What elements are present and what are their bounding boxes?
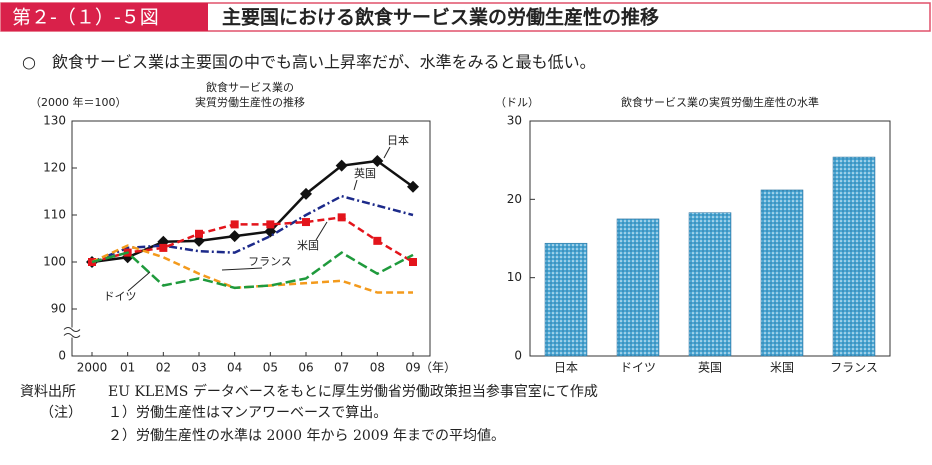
y-tick-label: 20 [507, 192, 522, 206]
chart-title: 飲食サービス業の実質労働生産性の水準 [621, 95, 819, 109]
leader-line [127, 271, 151, 292]
plot-frame [71, 120, 431, 357]
y-tick-label: 130 [43, 114, 66, 128]
x-tick-label: 日本 [554, 361, 578, 375]
x-tick-label: 07 [334, 361, 349, 375]
series-label: ドイツ [104, 290, 137, 303]
marker [335, 159, 348, 172]
chart-title: 飲食サービス業の [206, 80, 294, 94]
x-tick-label: 05 [263, 361, 278, 375]
marker [409, 258, 417, 266]
x-tick-label: 米国 [770, 361, 794, 375]
x-tick-label: 01 [120, 361, 135, 375]
leader-line [383, 146, 391, 159]
marker [266, 220, 275, 229]
marker [159, 243, 168, 252]
note: １）労働生産性はマンアワーベースで算出。 [108, 405, 387, 421]
x-tick-label: 08 [370, 361, 385, 375]
x-tick-label: 英国 [698, 361, 722, 375]
marker [195, 229, 203, 238]
marker [300, 187, 312, 200]
bar [832, 156, 876, 357]
header-title: 主要国における飲食サービス業の労働生産性の推移 [222, 6, 659, 29]
series-line [91, 194, 414, 264]
y-axis-label: （2000 年＝100） [30, 95, 127, 109]
x-tick-label: 06 [298, 361, 313, 375]
x-tick-label: 04 [227, 361, 242, 375]
series-line [91, 216, 414, 264]
y-tick-label: 30 [507, 114, 522, 128]
bar [760, 189, 804, 357]
marker [228, 230, 241, 243]
y-axis-label: （ドル） [495, 96, 539, 109]
header-label: 第２-（１）-５図 [12, 7, 159, 29]
source: EU KLEMS データベースをもとに厚生労働省労働政策担当参事官室にて作成 [108, 383, 598, 400]
chart-title: 実質労働生産性の推移 [195, 95, 305, 109]
series-label: 米国 [297, 239, 319, 252]
header-label-box [1, 3, 208, 31]
bar [616, 218, 660, 357]
note-label: （注） [40, 405, 82, 421]
x-tick-label: ドイツ [620, 361, 656, 375]
marker [337, 213, 346, 222]
note: ２）労働生産性の水準は 2000 年から 2009 年までの平均値。 [108, 428, 505, 444]
x-axis-label: （年） [420, 361, 456, 375]
axis-break [63, 327, 81, 332]
y-tick-label: 10 [507, 270, 522, 284]
source-label: 資料出所 [20, 384, 76, 400]
marker [193, 234, 205, 247]
leader-line [315, 221, 328, 241]
marker [302, 218, 310, 227]
x-tick-label: 03 [191, 361, 206, 375]
y-tick-label: 110 [43, 208, 66, 222]
y-tick-label: 0 [514, 349, 522, 363]
axis-break [63, 333, 81, 338]
bar [544, 242, 588, 357]
leader-line [221, 267, 263, 271]
y-tick-label: 90 [51, 302, 66, 316]
marker [373, 236, 382, 245]
axis-break [64, 327, 80, 338]
series-label: フランス [248, 255, 292, 268]
series-line [91, 251, 414, 290]
marker [371, 154, 384, 167]
series-line [91, 244, 413, 294]
y-tick-label: 0 [58, 349, 66, 363]
x-tick-label: 02 [156, 361, 171, 375]
bar [688, 212, 732, 357]
y-tick-label: 100 [43, 255, 66, 269]
y-tick-label: 120 [43, 161, 66, 175]
x-tick-label: フランス [830, 361, 878, 375]
marker [407, 180, 419, 193]
x-tick-label: 2000 [77, 361, 108, 375]
x-tick-label: 09 [405, 361, 420, 375]
leader-line [353, 179, 358, 191]
marker [230, 220, 239, 229]
series-label: 英国 [354, 166, 376, 180]
series-label: 日本 [387, 133, 409, 147]
series-line [91, 159, 414, 264]
summary: ○ 飲食サービス業は主要国の中でも高い上昇率だが、水準をみると最も低い。 [22, 53, 596, 72]
